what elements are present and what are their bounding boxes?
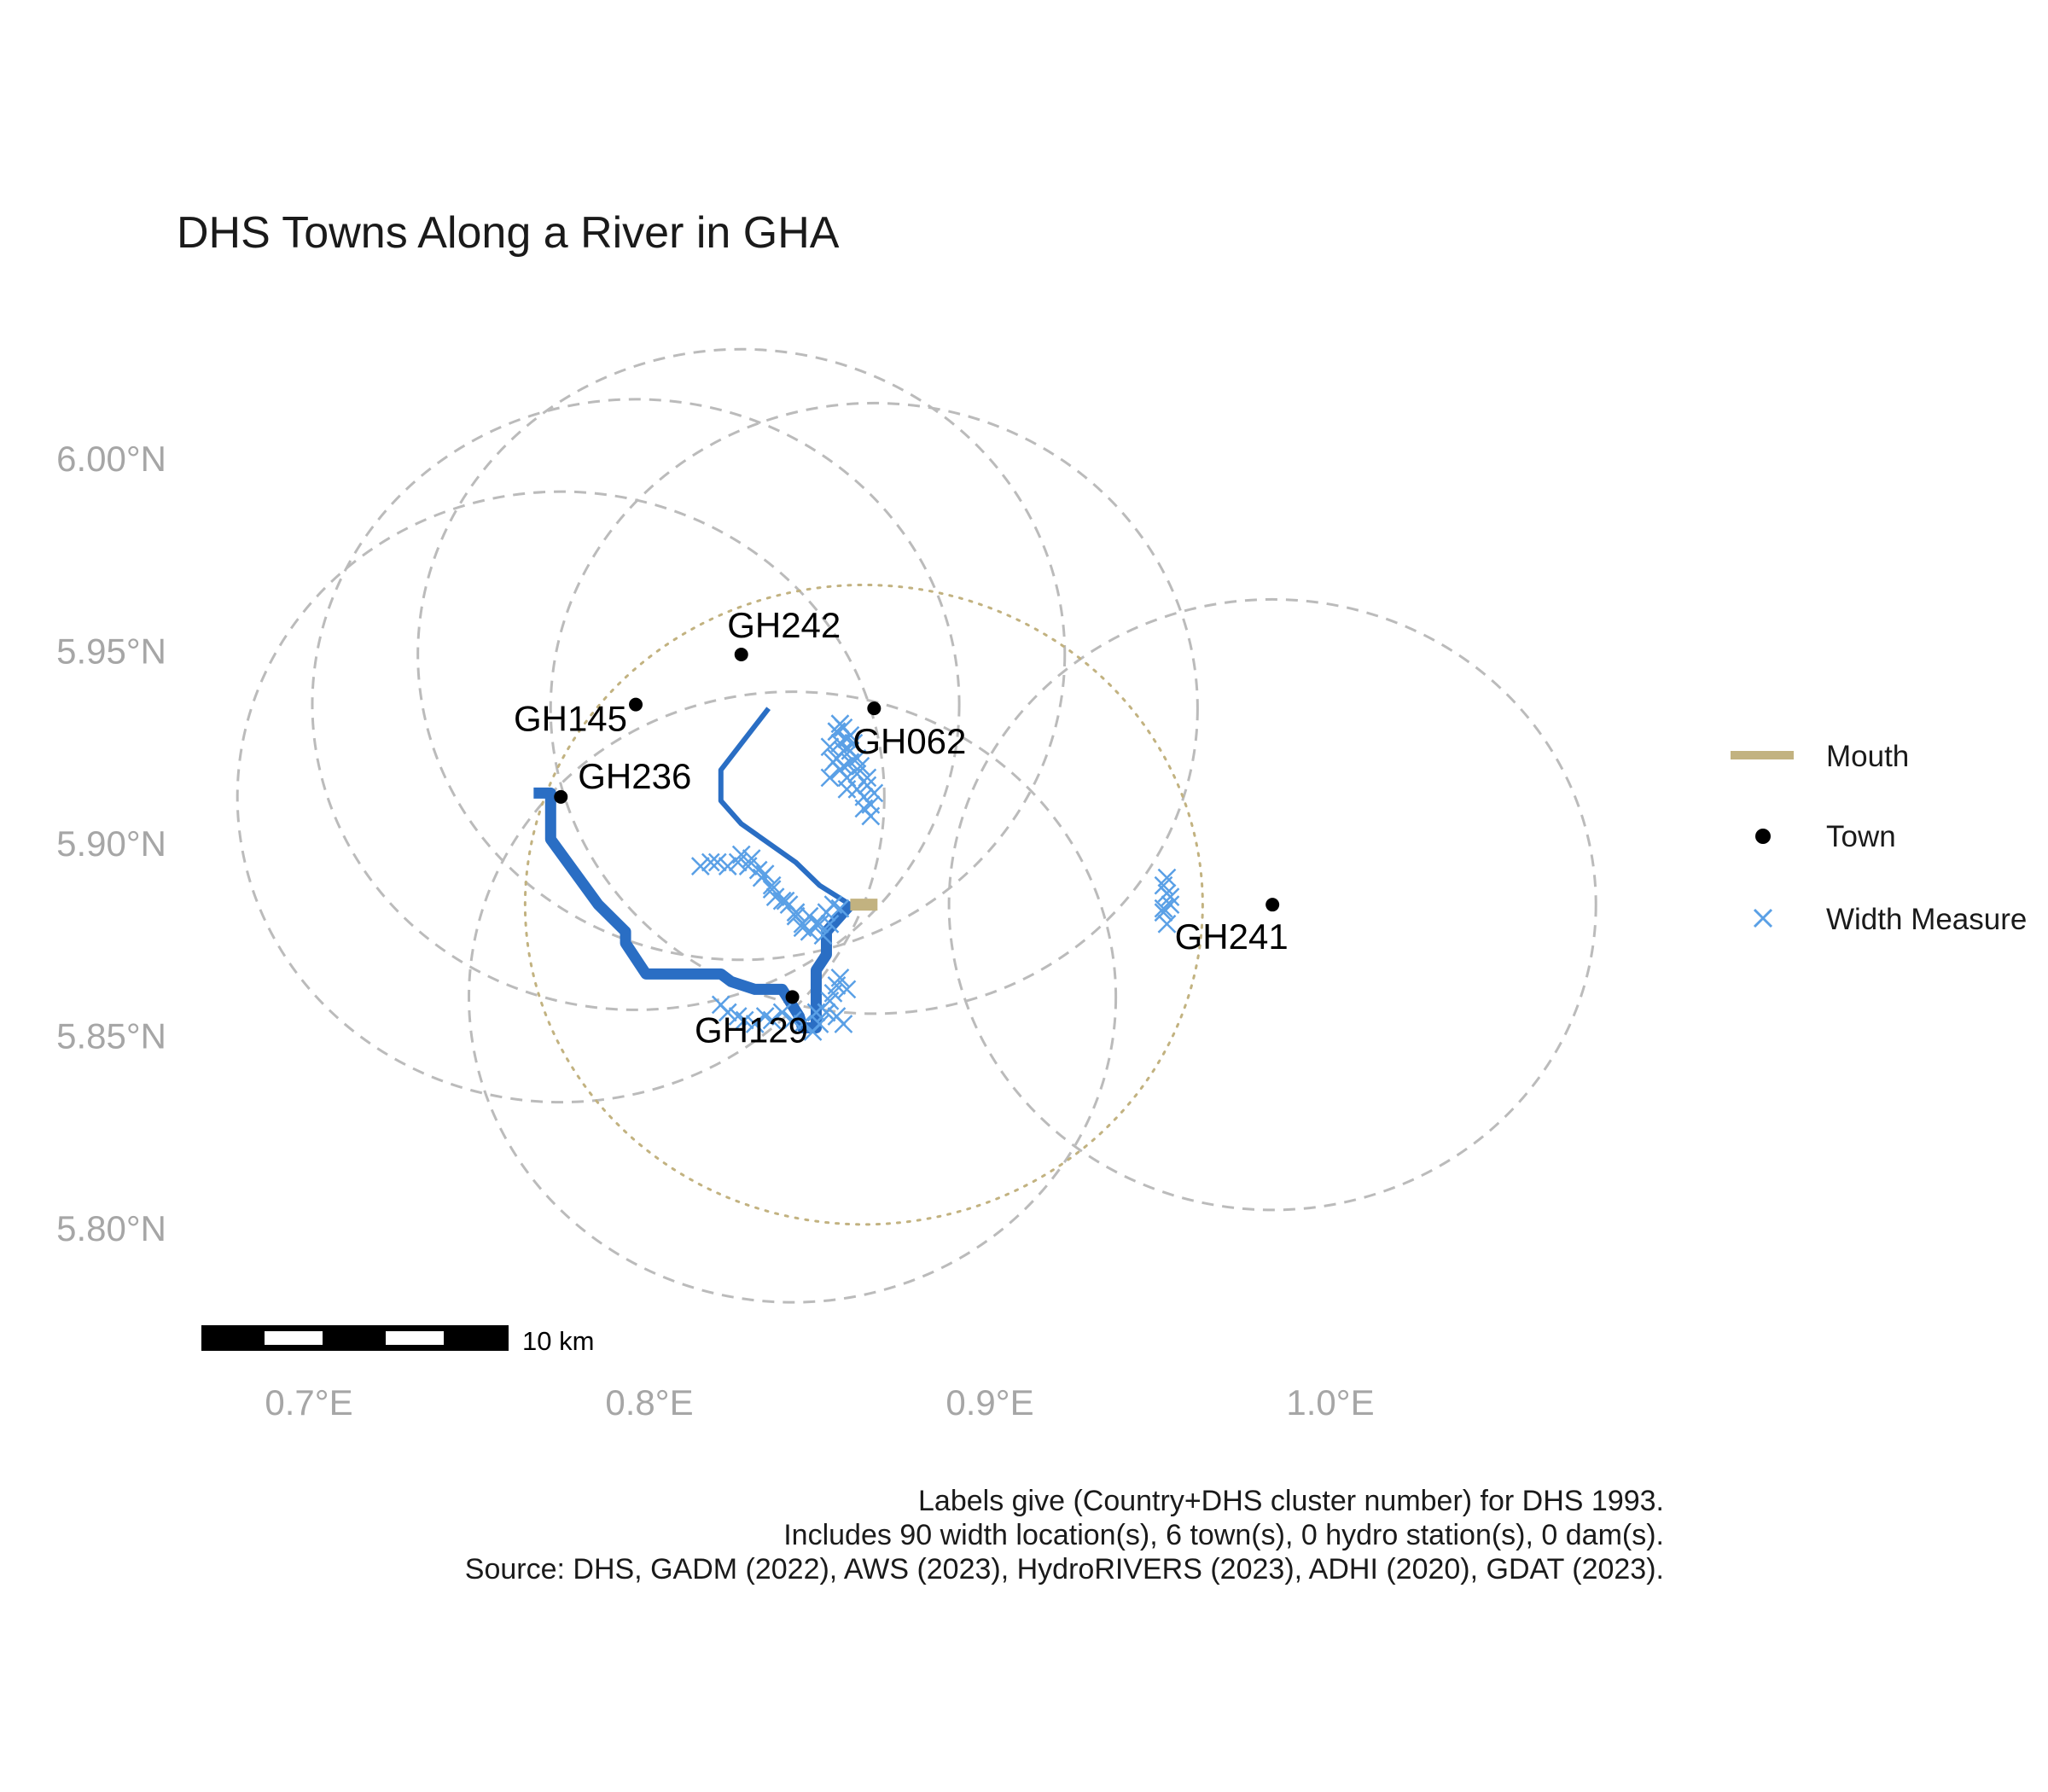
buffer-circle-gh241 — [947, 597, 1597, 1212]
width-measure-marker — [786, 906, 806, 926]
width-measure-marker — [1154, 899, 1173, 918]
y-tick-label: 5.95°N — [56, 631, 166, 672]
town-label-gh145: GH145 — [514, 699, 627, 739]
width-measure-marker — [783, 1010, 802, 1030]
width-measure-marker — [834, 1015, 853, 1033]
caption: Labels give (Country+DHS cluster number)… — [465, 1485, 1664, 1585]
width-measure-marker — [806, 914, 826, 934]
towns: GH242 GH145 GH062 GH236 GH241 GH129 — [514, 605, 1289, 1050]
width-measure-marker — [817, 1003, 836, 1022]
width-measure-marker — [837, 980, 857, 999]
buffer-circle-gh242 — [416, 347, 1067, 962]
width-measure-marker — [820, 737, 840, 757]
y-tick-label: 5.85°N — [56, 1016, 166, 1056]
width-measure-marker — [1161, 887, 1180, 907]
width-measure-marker — [827, 748, 847, 768]
width-measure-marker — [1157, 868, 1177, 887]
x-tick-label: 0.7°E — [265, 1382, 352, 1423]
width-measure-marker — [830, 899, 850, 918]
legend-item-town: Town — [1755, 820, 1896, 853]
width-measure-marker — [858, 768, 877, 788]
x-axis-labels: 0.7°E 0.8°E 0.9°E 1.0°E — [265, 1382, 1374, 1423]
river-main-line — [533, 787, 855, 1033]
width-measure-marker — [810, 1015, 829, 1033]
width-measure-marker — [837, 779, 857, 799]
mouth-buffer-circle — [523, 583, 1204, 1226]
width-measure-marker — [1157, 914, 1177, 934]
legend-label-town: Town — [1826, 820, 1896, 853]
caption-line-3: Source: DHS, GADM (2022), AWS (2023), Hy… — [465, 1553, 1664, 1585]
town-label-gh062: GH062 — [852, 721, 966, 761]
buffer-circle-gh129 — [468, 690, 1118, 1304]
width-measure-marker — [701, 852, 720, 872]
width-measure-marker — [858, 776, 877, 795]
width-measure-marker — [820, 914, 840, 934]
width-measure-marker — [793, 1015, 812, 1033]
town-point-gh129 — [785, 990, 800, 1004]
width-measure-marker — [1154, 903, 1173, 922]
y-tick-label: 6.00°N — [56, 439, 166, 479]
caption-line-1: Labels give (Country+DHS cluster number)… — [918, 1485, 1664, 1517]
width-measure-marker — [844, 733, 864, 753]
width-measure-marker — [731, 845, 751, 864]
legend-item-mouth: Mouth — [1731, 740, 1909, 773]
width-measure-marker — [762, 1010, 782, 1030]
buffer-circle-gh236 — [236, 490, 886, 1104]
legend: Mouth Town Width Measure — [1731, 740, 2027, 936]
river-network — [533, 707, 855, 1033]
y-axis-labels: 6.00°N 5.95°N 5.90°N 5.85°N 5.80°N — [56, 439, 166, 1248]
mouth-buffer-ellipse — [523, 583, 1204, 1226]
width-measure-marker — [820, 768, 840, 788]
river-tributary-line — [718, 707, 852, 907]
buffer-circles — [236, 347, 1597, 1304]
y-tick-label: 5.90°N — [56, 823, 166, 864]
legend-label-mouth: Mouth — [1826, 740, 1909, 773]
map-title: DHS Towns Along a River in GHA — [177, 208, 840, 258]
buffer-circle-gh062 — [549, 401, 1199, 1015]
town-point-gh145 — [629, 697, 643, 712]
width-measure-marker — [830, 968, 850, 987]
width-measure-marker — [735, 1010, 754, 1030]
town-label-gh236: GH236 — [578, 756, 691, 796]
width-measure-marker — [779, 895, 799, 915]
x-tick-label: 1.0°E — [1286, 1382, 1374, 1423]
width-measure-marker — [745, 1015, 765, 1033]
town-label-gh129: GH129 — [695, 1009, 808, 1050]
town-point-gh062 — [867, 701, 881, 716]
legend-item-width-measure: Width Measure — [1753, 903, 2027, 936]
buffer-circle-gh145 — [311, 398, 961, 1011]
width-measures — [690, 714, 1180, 1041]
y-tick-label: 5.80°N — [56, 1208, 166, 1248]
town-label-gh241: GH241 — [1175, 916, 1289, 957]
width-measure-marker — [718, 1003, 737, 1022]
town-point-gh241 — [1265, 898, 1280, 912]
legend-label-width-measure: Width Measure — [1826, 903, 2027, 936]
x-tick-label: 0.8°E — [605, 1382, 693, 1423]
width-measure-marker — [718, 857, 737, 876]
width-measure-marker — [813, 926, 833, 945]
width-measure-marker — [851, 756, 870, 776]
width-measure-marker — [762, 876, 782, 895]
width-measure-marker — [690, 857, 710, 876]
scale-bar-label: 10 km — [522, 1326, 594, 1356]
width-measure-marker — [707, 852, 727, 872]
town-point-gh242 — [734, 648, 748, 662]
x-tick-label: 0.9°E — [945, 1382, 1033, 1423]
width-measure-marker — [861, 806, 881, 826]
town-label-gh242: GH242 — [727, 605, 841, 645]
town-point-gh236 — [554, 789, 568, 804]
width-measure-marker — [827, 722, 847, 742]
caption-line-2: Includes 90 width location(s), 6 town(s)… — [783, 1519, 1664, 1551]
width-measure-marker — [772, 1003, 792, 1022]
scale-bar: 10 km — [201, 1325, 594, 1356]
width-measure-marker — [742, 849, 761, 868]
